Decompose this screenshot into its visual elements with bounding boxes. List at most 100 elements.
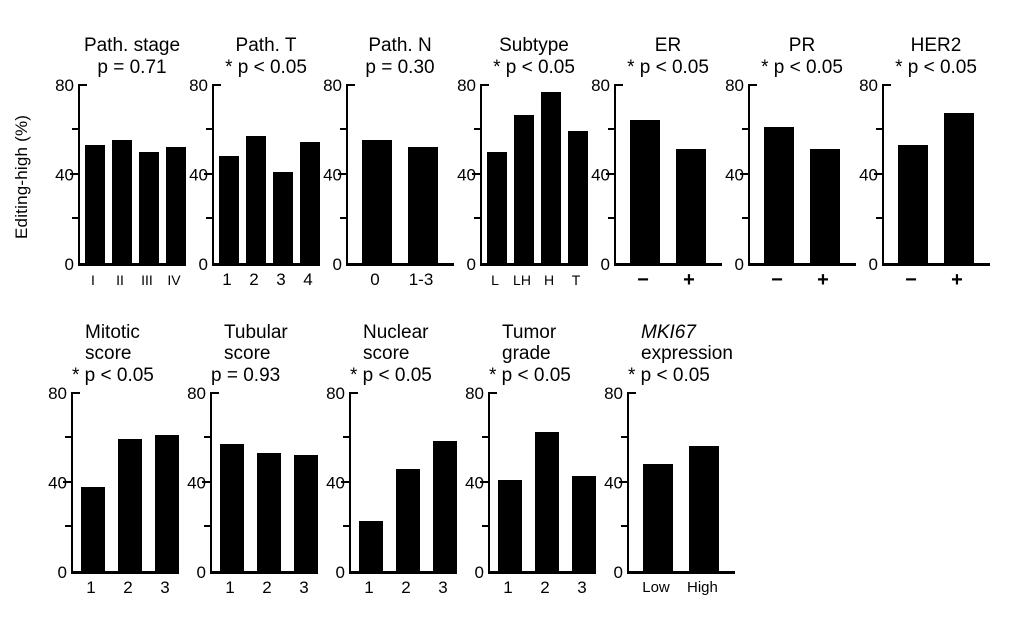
p-value-label: * p < 0.05 <box>225 56 307 78</box>
panel-title-tumor-grade: Tumor grade * p < 0.05 <box>488 316 596 386</box>
y-tick-label-80: 80 <box>725 75 744 95</box>
bar-nuclear-score-3 <box>433 441 457 571</box>
p-value-label: * p < 0.05 <box>628 364 710 386</box>
plot-subtype <box>472 84 588 266</box>
plot-area-wrap: 80 40 0 <box>454 77 588 273</box>
chart-panel-path-t: Path. T * p < 0.05 80 40 0 1 2 3 4 <box>186 20 320 290</box>
plot-pr <box>740 84 856 266</box>
bar-nuclear-score-1 <box>359 520 383 571</box>
chart-panel-er: ER * p < 0.05 80 40 0− + <box>588 20 722 290</box>
y-axis-major-tick-40 <box>606 172 614 175</box>
y-tick-label-80: 80 <box>189 75 208 95</box>
p-value-label: * p < 0.05 <box>895 56 977 78</box>
y-tick-label-40: 40 <box>465 473 484 493</box>
x-tick-label: − <box>771 269 783 291</box>
bar-tubular-score-3 <box>294 455 318 571</box>
y-tick-label-40: 40 <box>189 165 208 185</box>
panel-title-line: ER <box>654 35 682 56</box>
panel-title-line: Nuclear <box>363 321 429 343</box>
bar-path-stage-IV <box>166 147 186 263</box>
y-tick-label-40: 40 <box>591 165 610 185</box>
bar-path-t-3 <box>273 172 293 263</box>
p-value-label: * p < 0.05 <box>350 364 432 386</box>
panel-title-line: Path. N <box>368 35 432 56</box>
plot-path-stage <box>70 84 186 266</box>
plot-path-n <box>338 84 454 266</box>
bar-tubular-score-1 <box>220 443 244 571</box>
panel-title-line: Tubular <box>224 321 288 343</box>
panel-title-line: expression <box>641 343 733 364</box>
y-axis-major-tick-40 <box>338 172 346 175</box>
y-axis-tick-labels: 80 40 0 <box>601 385 627 581</box>
plot-area-wrap: 80 40 0 <box>856 77 990 273</box>
x-tick-label: IV <box>167 272 181 288</box>
y-axis-major-tick-40 <box>472 172 480 175</box>
panel-title-line: Tumor <box>502 321 557 343</box>
bar-path-t-2 <box>246 135 266 263</box>
y-axis-major-tick-40 <box>63 480 71 483</box>
panel-title-subtype: Subtype * p < 0.05 <box>480 20 588 78</box>
x-tick-label: + <box>817 269 829 291</box>
bar-path-t-1 <box>219 156 239 263</box>
x-tick-label: − <box>905 269 917 291</box>
p-value-label: * p < 0.05 <box>493 56 575 78</box>
y-axis-top-tick <box>616 84 623 86</box>
y-tick-label-0: 0 <box>868 254 878 274</box>
x-tick-labels-her2: − + <box>882 270 1004 290</box>
x-tick-label: High <box>687 579 718 596</box>
plot-area-wrap: 80 40 0 <box>462 385 596 581</box>
x-tick-label: 1 <box>222 270 232 289</box>
y-tick-label-80: 80 <box>187 383 206 403</box>
x-tick-labels-subtype: L LH H T <box>480 270 593 290</box>
x-tick-label: H <box>543 272 555 288</box>
chart-panel-tubular-score: Tubular score p = 0.93 80 40 0 1 2 3 <box>184 316 318 598</box>
y-axis-tick-labels: 80 40 0 <box>323 385 349 581</box>
y-axis-minor-tick-60 <box>608 127 614 130</box>
plot-area-wrap: 80 40 0 <box>601 385 735 581</box>
y-tick-label-40: 40 <box>859 165 878 185</box>
chart-panel-subtype: Subtype * p < 0.05 80 40 0 L LH H T <box>454 20 588 290</box>
p-value-label: p = 0.93 <box>211 364 281 386</box>
panel-title-tubular-score: Tubular score p = 0.93 <box>210 316 318 386</box>
bar-path-n-0 <box>362 140 392 263</box>
chart-panel-pr: PR * p < 0.05 80 40 0 − + <box>722 20 856 290</box>
panel-title-mitotic-score: Mitotic score * p < 0.05 <box>71 316 179 386</box>
bar-path-stage-II <box>112 140 132 263</box>
panel-title-path-t: Path. T * p < 0.05 <box>212 20 320 78</box>
panel-title-pr: PR * p < 0.05 <box>748 20 856 78</box>
panel-title-er: ER * p < 0.05 <box>614 20 722 78</box>
y-axis-minor-tick-60 <box>482 435 488 438</box>
y-axis-minor-tick-60 <box>65 435 71 438</box>
y-axis-minor-tick-60 <box>204 435 210 438</box>
y-axis-major-tick-40 <box>70 172 78 175</box>
y-axis-minor-tick-60 <box>876 127 882 130</box>
x-tick-label: T <box>571 272 581 288</box>
y-axis-top-tick <box>482 84 489 86</box>
p-value-label: * p < 0.05 <box>761 56 843 78</box>
y-axis-top-tick <box>884 84 891 86</box>
panel-title-her2: HER2 * p < 0.05 <box>882 20 990 78</box>
y-axis-tick-labels: 80 40 0 <box>722 77 748 273</box>
bar-tumor-grade-3 <box>572 475 596 571</box>
x-tick-label: 4 <box>303 270 313 289</box>
x-tick-label: 3 <box>276 270 286 289</box>
x-tick-label: 1 <box>503 578 513 597</box>
y-tick-label-0: 0 <box>600 254 610 274</box>
y-axis-minor-tick-60 <box>621 435 627 438</box>
y-tick-label-80: 80 <box>859 75 878 95</box>
plot-tubular-score <box>202 392 318 574</box>
y-axis-minor-tick-20 <box>474 217 480 220</box>
y-axis-minor-tick-60 <box>340 127 346 130</box>
y-tick-label-0: 0 <box>474 562 484 582</box>
y-tick-label-80: 80 <box>457 75 476 95</box>
bar-her2-+ <box>944 112 974 263</box>
y-axis-minor-tick-20 <box>608 217 614 220</box>
y-tick-label-80: 80 <box>323 75 342 95</box>
y-axis-top-tick <box>348 84 355 86</box>
bar-nuclear-score-2 <box>396 468 420 571</box>
y-axis-minor-tick-20 <box>206 217 212 220</box>
panel-title-line: score <box>224 343 271 364</box>
y-axis-tick-labels: 80 40 0 <box>320 77 346 273</box>
x-tick-label: L <box>491 272 499 288</box>
x-tick-labels-path-n: 0 1-3 <box>346 270 468 290</box>
